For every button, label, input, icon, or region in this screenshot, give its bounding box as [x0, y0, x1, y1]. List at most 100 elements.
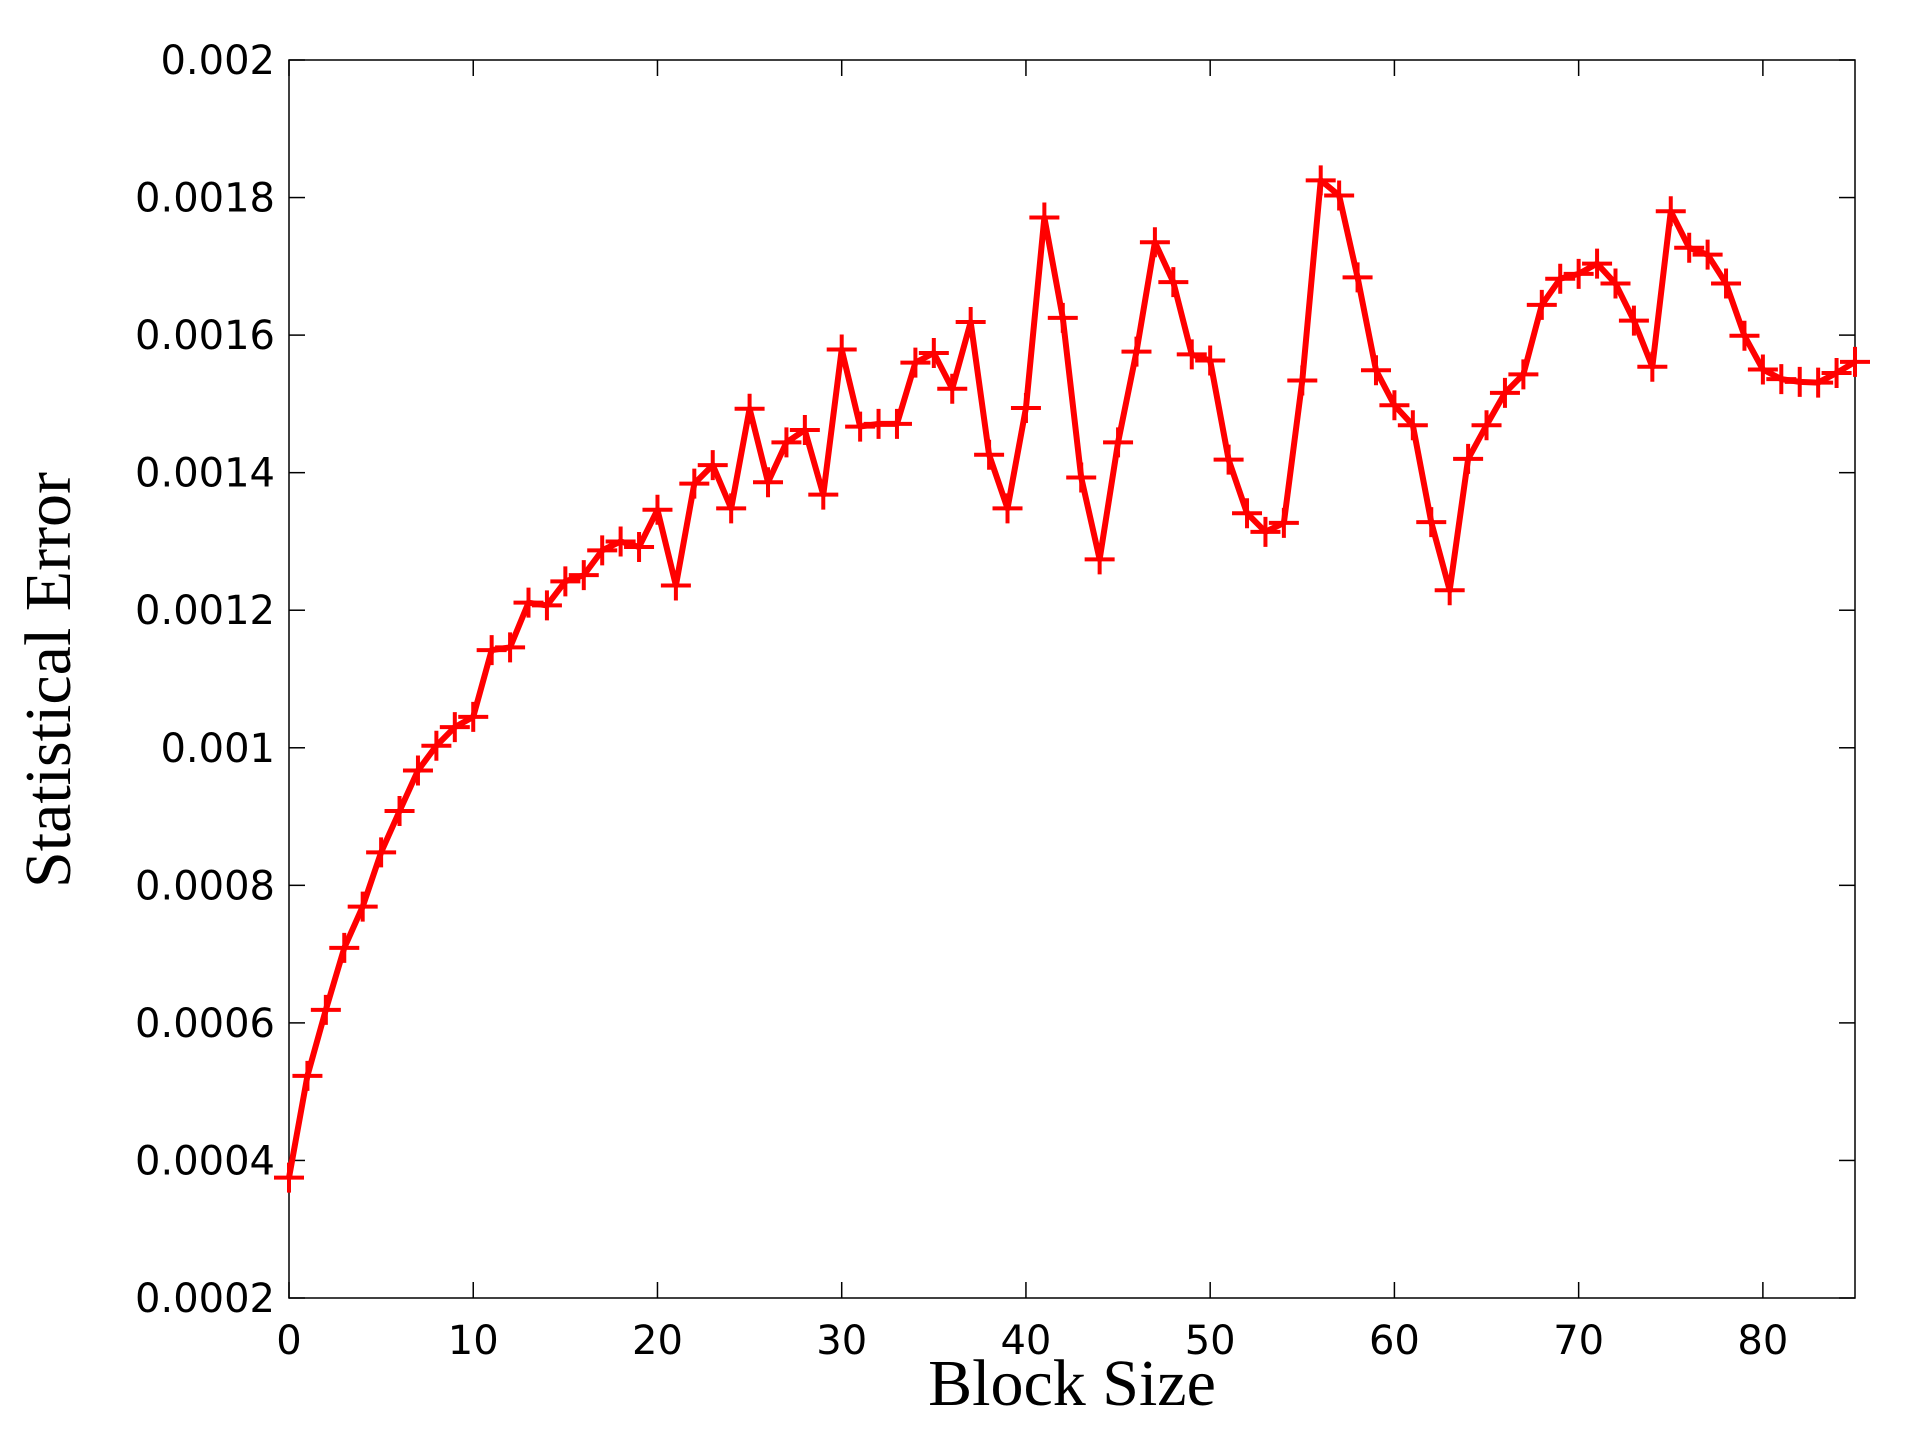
- point-marker: [660, 570, 691, 601]
- point-marker: [900, 347, 931, 378]
- point-marker: [1489, 377, 1520, 408]
- point-marker: [531, 590, 562, 621]
- point-marker: [384, 796, 415, 827]
- point-marker: [642, 494, 673, 525]
- point-marker: [1121, 336, 1152, 367]
- point-marker: [513, 587, 544, 618]
- point-marker: [421, 730, 452, 761]
- point-marker: [845, 411, 876, 442]
- x-tick-label: 20: [632, 1318, 683, 1364]
- y-tick-label: 0.001: [160, 726, 275, 772]
- point-marker: [1747, 354, 1778, 385]
- plot-frame: [288, 59, 1856, 1299]
- point-marker: [1158, 267, 1189, 298]
- point-marker: [1066, 462, 1097, 493]
- point-marker: [587, 535, 618, 566]
- point-marker: [1618, 305, 1649, 336]
- point-marker: [1471, 410, 1502, 441]
- point-marker: [1729, 320, 1760, 351]
- y-tick-label: 0.002: [160, 38, 275, 84]
- point-marker: [458, 701, 489, 732]
- point-marker: [347, 891, 378, 922]
- point-marker: [1637, 351, 1668, 382]
- point-marker: [310, 994, 341, 1025]
- point-marker: [1545, 263, 1576, 294]
- point-marker: [1379, 390, 1410, 421]
- x-axis-title: Block Size: [928, 1347, 1216, 1420]
- point-marker: [1287, 365, 1318, 396]
- point-marker: [1250, 516, 1281, 547]
- point-marker: [1342, 262, 1373, 293]
- point-marker: [1103, 427, 1134, 458]
- point-marker: [1434, 575, 1465, 606]
- point-marker: [1563, 258, 1594, 289]
- point-marker: [1305, 165, 1336, 196]
- point-marker: [1453, 443, 1484, 474]
- point-marker: [789, 415, 820, 446]
- point-marker: [1655, 196, 1686, 227]
- y-tick-label: 0.0008: [135, 863, 275, 909]
- y-tick-label: 0.0016: [135, 313, 275, 359]
- y-tick-label: 0.0004: [135, 1138, 275, 1184]
- x-tick-label: 50: [1185, 1318, 1236, 1364]
- y-axis-title: Statistical Error: [12, 472, 85, 888]
- point-marker: [826, 334, 857, 365]
- point-marker: [1268, 507, 1299, 538]
- y-tick-label: 0.0014: [135, 451, 275, 497]
- point-marker: [1711, 268, 1742, 299]
- point-marker: [274, 1162, 304, 1193]
- x-tick-label: 10: [448, 1318, 499, 1364]
- point-marker: [1324, 180, 1355, 211]
- point-marker: [439, 712, 470, 743]
- point-marker: [1674, 232, 1705, 263]
- point-marker: [1029, 202, 1060, 233]
- point-marker: [881, 408, 912, 439]
- point-marker: [495, 632, 526, 663]
- point-marker: [1176, 339, 1207, 370]
- point-marker: [1582, 248, 1613, 279]
- point-marker: [1416, 507, 1447, 538]
- point-marker: [1840, 346, 1870, 377]
- x-tick-label: 80: [1737, 1318, 1788, 1364]
- point-marker: [605, 526, 636, 557]
- point-marker: [476, 635, 507, 666]
- point-marker: [624, 531, 655, 562]
- point-marker: [1084, 544, 1115, 575]
- point-marker: [716, 493, 747, 524]
- point-marker: [1526, 289, 1557, 320]
- point-marker: [1508, 359, 1539, 390]
- point-marker: [697, 450, 728, 481]
- point-marker: [937, 373, 968, 404]
- point-marker: [1213, 444, 1244, 475]
- series-line: [286, 177, 1857, 1179]
- point-marker: [918, 337, 949, 368]
- point-marker: [366, 837, 397, 868]
- y-tick-label: 0.0006: [135, 1001, 275, 1047]
- point-marker: [1139, 227, 1170, 258]
- point-marker: [753, 467, 784, 498]
- point-marker: [1010, 393, 1041, 424]
- point-marker: [679, 468, 710, 499]
- x-tick-label: 70: [1553, 1318, 1604, 1364]
- point-marker: [974, 439, 1005, 470]
- point-marker: [1766, 364, 1797, 395]
- point-marker: [568, 560, 599, 591]
- point-marker: [1821, 357, 1852, 388]
- y-tick-label: 0.0002: [135, 1276, 275, 1322]
- point-marker: [1195, 345, 1226, 376]
- point-marker: [992, 493, 1023, 524]
- point-marker: [1232, 498, 1263, 529]
- point-marker: [1600, 268, 1631, 299]
- x-tick-label: 30: [816, 1318, 867, 1364]
- y-tick-label: 0.0018: [135, 176, 275, 222]
- point-marker: [1047, 302, 1078, 333]
- x-tick-label: 0: [276, 1318, 301, 1364]
- y-tick-label: 0.0012: [135, 588, 275, 634]
- point-marker: [1397, 410, 1428, 441]
- point-marker: [734, 393, 765, 424]
- x-tick-label: 40: [1000, 1318, 1051, 1364]
- point-marker: [1360, 355, 1391, 386]
- point-marker: [550, 566, 581, 597]
